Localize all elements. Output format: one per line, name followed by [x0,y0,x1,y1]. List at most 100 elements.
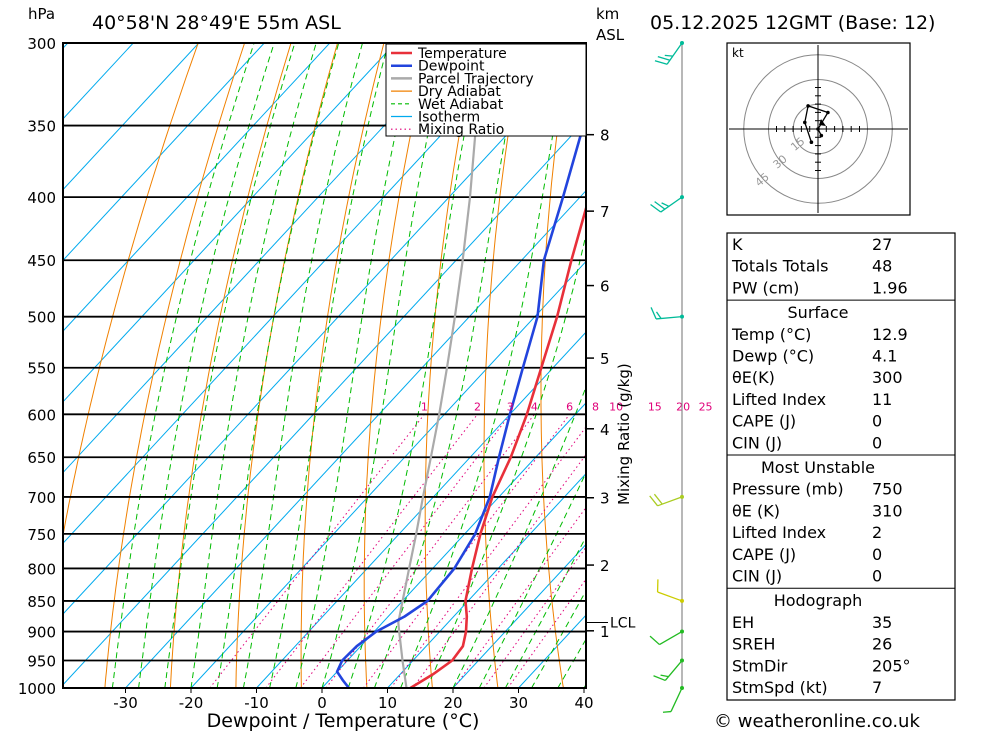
height-tick-label: 2 [600,557,610,575]
index-label: SREH [732,635,775,654]
wind-barb-staff [665,661,682,681]
x-axis-title: Dewpoint / Temperature (°C) [207,710,480,732]
height-tick-label: 1 [600,623,610,641]
index-value: 7 [872,678,882,697]
height-tick-label: 6 [600,278,610,296]
mixing-ratio-label: 4 [531,400,538,413]
index-label: CAPE (J) [732,545,796,564]
mixing-ratio-line [266,414,478,688]
index-value: 205° [872,656,911,675]
hodograph-point [826,111,830,115]
wind-barb-staff [659,632,682,645]
index-label: Dewp (°C) [732,347,814,366]
index-value: 35 [872,613,892,632]
wind-barb-feather [656,312,661,319]
mixing-ratio-axis-title: Mixing Ratio (g/kg) [615,363,633,505]
hodograph-point [810,140,814,144]
site-credit: © weatheronline.co.uk [714,711,920,732]
mixing-ratio-label: 20 [676,400,690,413]
wind-barb [658,579,684,603]
legend-entry: Mixing Ratio [418,122,504,138]
pressure-tick-label: 750 [27,526,56,544]
wind-barb-feather [650,636,659,644]
pressure-tick-label: 350 [27,118,56,136]
wind-barb-feather [662,203,669,206]
dry-adiabat-line [650,43,695,688]
index-value: 4.1 [872,347,897,366]
pressure-tick-label: 950 [27,653,56,671]
hodograph-row: StmSpd (kt) 7 [732,678,882,697]
wind-barb [663,686,684,712]
dry-adiabat-line [236,43,338,688]
dry-adiabat-line [170,43,291,688]
mixing-ratio-label: 6 [566,400,573,413]
height-tick-label: 7 [600,203,610,221]
location-title: 40°58'N 28°49'E 55m ASL [92,12,341,34]
mixing-ratio-label: 2 [474,400,481,413]
index-label: PW (cm) [732,278,799,297]
height-tick-label: 8 [600,127,610,145]
index-label: θE (K) [732,501,780,520]
surface-row: CAPE (J) 0 [732,412,882,431]
isotherm-line [60,43,657,688]
temperature-tick-label: 40 [574,694,593,712]
isotherm-line [0,43,2,688]
index-label: CAPE (J) [732,412,796,431]
temperature-tick-label: 30 [509,694,528,712]
mixing-ratio-label: 8 [592,400,599,413]
index-value: 0 [872,412,882,431]
isotherm-line [0,43,461,688]
pressure-tick-label: 400 [27,189,56,207]
index-label: EH [732,613,754,632]
most-unstable-row: θE (K)310 [732,501,903,520]
height-tick-label: 4 [600,421,610,439]
mixing-ratio-label: 25 [699,400,713,413]
most-unstable-row: CIN (J) 0 [732,567,882,586]
wind-barb-feather [654,676,666,681]
wind-barb-feather [665,55,673,56]
surface-row: θE(K)300 [732,368,903,387]
mixing-ratio-line [363,414,569,688]
surface-row: Temp (°C)12.9 [731,325,908,344]
hodograph-row: StmDir 205° [732,656,911,675]
datetime-title: 05.12.2025 12GMT (Base: 12) [650,12,935,34]
wind-barb [651,307,684,319]
wind-barb [651,195,684,212]
hodograph-row: EH 35 [732,613,892,632]
wind-barb [654,659,684,681]
index-label: CIN (J) [732,567,782,586]
lcl-label: LCL [610,616,636,632]
wet-adiabat-line [165,43,295,688]
pressure-tick-label: 500 [27,309,56,327]
index-value: 2 [872,523,882,542]
index-label: StmDir [732,656,788,675]
surface-row: CIN (J)0 [732,433,882,452]
isotherm-line [126,43,723,688]
height-unit-km: km [596,5,619,23]
pressure-tick-label: 300 [27,35,56,53]
index-value: 0 [872,567,882,586]
isotherm-line [0,43,395,688]
hodograph-point [806,104,810,108]
index-value: 27 [872,235,892,254]
wind-barb-feather [663,712,671,713]
index-label: CIN (J) [732,433,782,452]
mixing-ratio-line [301,414,511,688]
dry-adiabat-line [988,43,1000,688]
pressure-tick-label: 450 [27,252,56,270]
wet-adiabat-line [479,43,749,688]
index-value: 1.96 [872,278,908,297]
wind-barb-staff [667,43,682,64]
wet-adiabat-line [348,43,482,688]
index-label: StmSpd (kt) [732,678,828,697]
mixing-ratio-label: 3 [507,400,514,413]
pressure-tick-label: 900 [27,624,56,642]
